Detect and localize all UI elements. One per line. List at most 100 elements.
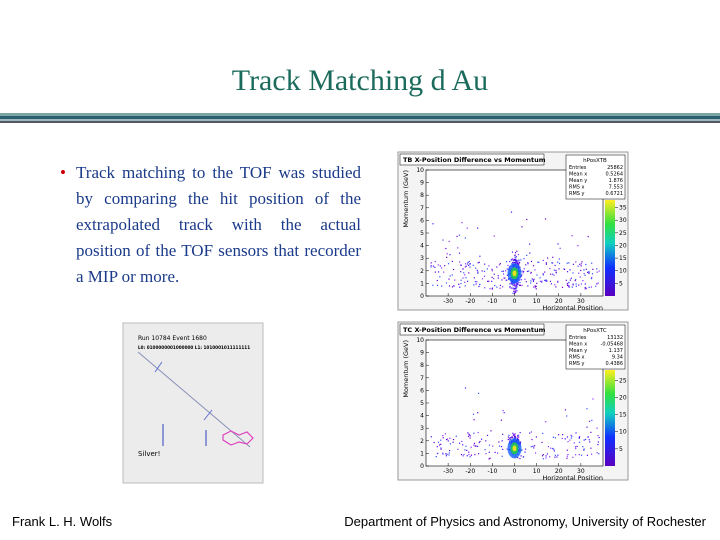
- hist-cell: [498, 441, 500, 443]
- title-box: [399, 153, 545, 166]
- hist-cell: [568, 286, 570, 288]
- hist-cell: [442, 435, 444, 437]
- hist-cell: [475, 283, 477, 285]
- hist-cell: [481, 278, 484, 280]
- hist-cell: [445, 455, 448, 457]
- hist-cell: [474, 445, 476, 447]
- hist-cell: [458, 234, 460, 236]
- hist-cell: [467, 435, 470, 438]
- hist-cell: [566, 436, 569, 438]
- hist-cell: [459, 261, 461, 263]
- hist-cell: [557, 261, 559, 263]
- stats-name: hPosXTC: [583, 328, 607, 334]
- y-tick-label: 1: [420, 450, 424, 457]
- hist-cell: [499, 287, 501, 289]
- x-tick-label: -30: [443, 468, 453, 475]
- color-bar: [605, 200, 615, 296]
- hist-cell: [485, 452, 487, 455]
- plot-title: TC X-Position Difference vs Momentum: [403, 326, 546, 334]
- hist-cell: [542, 259, 544, 262]
- hist-cell: [443, 271, 445, 273]
- hist-cell: [469, 434, 471, 436]
- hist-cell: [464, 263, 467, 265]
- y-tick-label: 8: [420, 362, 424, 369]
- hist-cell: [470, 446, 472, 448]
- hist-cell: [478, 441, 480, 444]
- x-axis-label: Horizontal Position: [542, 474, 603, 482]
- hist-cell: [465, 277, 467, 279]
- hist-cell: [509, 260, 511, 263]
- hist-cell: [554, 454, 556, 456]
- z-tick-label: 35: [619, 205, 627, 212]
- hist-cell: [515, 284, 517, 286]
- hist-cell: [530, 272, 532, 274]
- hist-cell: [579, 276, 581, 278]
- y-tick-label: 8: [420, 192, 424, 199]
- hist-cell: [545, 279, 547, 281]
- stats-value: 25862: [607, 165, 623, 171]
- hist-cell: [533, 278, 535, 280]
- hist-cell: [514, 288, 517, 290]
- hist-cell: [575, 285, 577, 287]
- hist-cell: [554, 264, 556, 267]
- hist-cell: [448, 285, 451, 287]
- hist-cell: [491, 287, 494, 289]
- hist-core: [512, 270, 517, 277]
- hist-cell: [533, 447, 535, 449]
- hist-cell: [514, 436, 516, 438]
- hist-cell: [514, 435, 516, 437]
- hist-cell: [491, 280, 493, 282]
- hist-cell: [527, 263, 529, 265]
- hist-cell: [545, 457, 547, 459]
- hist-cell: [530, 431, 533, 433]
- y-tick-label: 9: [420, 350, 424, 357]
- hist-cell: [513, 261, 516, 264]
- hist-cell: [569, 269, 571, 271]
- hist-cell: [554, 284, 556, 286]
- hist-cell: [570, 434, 572, 436]
- hist-cell: [468, 453, 470, 456]
- hist-cell: [523, 268, 525, 270]
- hist-cell: [584, 274, 586, 276]
- hist-cell: [518, 259, 520, 261]
- hist-cell: [575, 283, 577, 285]
- hist-cell: [516, 437, 519, 440]
- hist-cell: [505, 261, 508, 263]
- hist-cell: [433, 441, 435, 444]
- y-tick-label: 3: [420, 425, 424, 432]
- hist-cell: [526, 254, 528, 257]
- hist-cell: [585, 438, 587, 441]
- hist-cell: [511, 263, 513, 265]
- hist-cell: [430, 262, 432, 264]
- hist-cell: [477, 272, 479, 274]
- hist-cell: [508, 438, 510, 440]
- hist-cell: [430, 264, 432, 267]
- hist-cell: [552, 256, 554, 258]
- hist-cell: [579, 263, 581, 265]
- hist-cell: [436, 445, 438, 448]
- hist-cell: [561, 437, 563, 440]
- hit: [154, 361, 163, 373]
- hist-cell: [448, 278, 450, 280]
- hist-cell: [438, 444, 441, 446]
- hist-cell: [502, 273, 505, 275]
- hist-cell: [518, 436, 520, 438]
- y-tick-label: 6: [420, 387, 424, 394]
- hist-cell: [584, 286, 586, 289]
- hist-cell: [549, 280, 552, 282]
- hist-cell: [474, 454, 476, 456]
- event-frame: [122, 322, 264, 484]
- hist-cell: [470, 454, 472, 457]
- hist-cell: [515, 260, 517, 262]
- hist-cell: [541, 281, 543, 283]
- hist-cell: [472, 413, 475, 415]
- hist-cell: [511, 436, 513, 438]
- hist-cell: [587, 436, 589, 438]
- hist-cell: [569, 279, 571, 281]
- hist-cell: [565, 279, 567, 281]
- hist-cell: [557, 434, 560, 436]
- hist-cell: [507, 438, 509, 441]
- y-tick-label: 9: [420, 180, 424, 187]
- hist-cell: [549, 267, 551, 270]
